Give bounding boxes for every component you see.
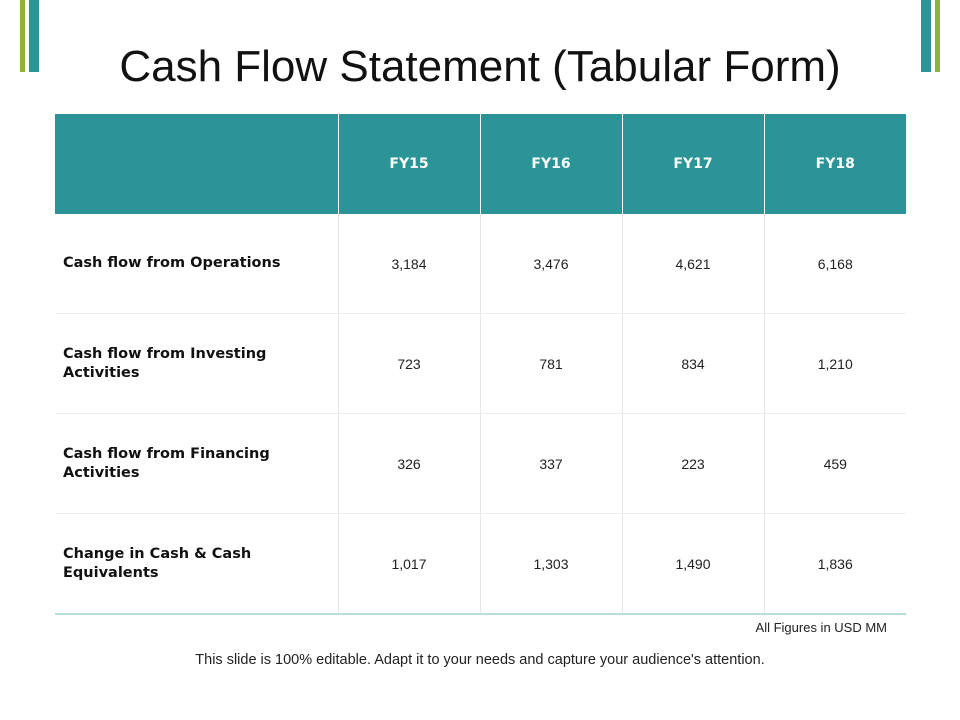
right-accent-bar-teal bbox=[921, 0, 931, 72]
value-cell: 3,476 bbox=[479, 214, 622, 314]
slide-title: Cash Flow Statement (Tabular Form) bbox=[119, 42, 841, 92]
value-cell: 723 bbox=[337, 313, 480, 414]
value-cell: 1,490 bbox=[621, 513, 764, 615]
table-row: Cash flow from Investing Activities 723 … bbox=[55, 313, 906, 414]
value-cell: 1,210 bbox=[763, 313, 906, 414]
header-cell-fy17: FY17 bbox=[621, 114, 764, 214]
right-accent-bar-green bbox=[935, 0, 940, 72]
value-cell: 223 bbox=[621, 413, 764, 514]
left-accent-bar-teal bbox=[29, 0, 39, 72]
units-note: All Figures in USD MM bbox=[755, 620, 887, 635]
row-label: Change in Cash & Cash Equivalents bbox=[55, 513, 338, 615]
value-cell: 6,168 bbox=[763, 214, 906, 314]
header-cell-fy16: FY16 bbox=[479, 114, 622, 214]
value-cell: 781 bbox=[479, 313, 622, 414]
table-row: Cash flow from Financing Activities 326 … bbox=[55, 413, 906, 514]
value-cell: 326 bbox=[337, 413, 480, 514]
row-label: Cash flow from Operations bbox=[55, 214, 338, 314]
value-cell: 1,017 bbox=[337, 513, 480, 615]
value-cell: 3,184 bbox=[337, 214, 480, 314]
value-cell: 1,836 bbox=[763, 513, 906, 615]
row-label: Cash flow from Financing Activities bbox=[55, 413, 338, 514]
footer-caption: This slide is 100% editable. Adapt it to… bbox=[195, 652, 765, 668]
table-row: Cash flow from Operations 3,184 3,476 4,… bbox=[55, 214, 906, 314]
value-cell: 337 bbox=[479, 413, 622, 514]
value-cell: 4,621 bbox=[621, 214, 764, 314]
header-cell-fy18: FY18 bbox=[763, 114, 906, 214]
left-accent-bar-green bbox=[20, 0, 25, 72]
value-cell: 834 bbox=[621, 313, 764, 414]
cash-flow-table: FY15 FY16 FY17 FY18 Cash flow from Opera… bbox=[55, 114, 906, 615]
table-row: Change in Cash & Cash Equivalents 1,017 … bbox=[55, 513, 906, 615]
header-cell-empty bbox=[55, 114, 338, 214]
table-header-row: FY15 FY16 FY17 FY18 bbox=[55, 114, 906, 214]
value-cell: 1,303 bbox=[479, 513, 622, 615]
value-cell: 459 bbox=[763, 413, 906, 514]
header-cell-fy15: FY15 bbox=[337, 114, 480, 214]
row-label: Cash flow from Investing Activities bbox=[55, 313, 338, 414]
